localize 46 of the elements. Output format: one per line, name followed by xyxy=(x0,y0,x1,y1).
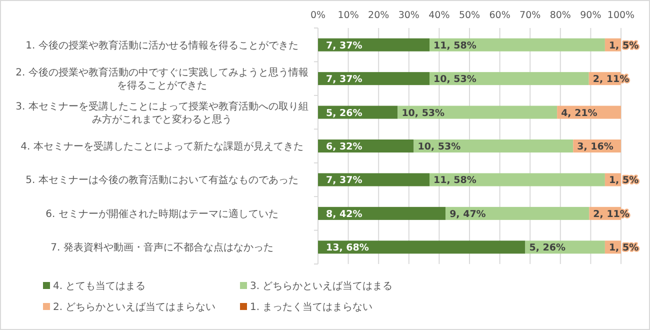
x-tick-label: 50% xyxy=(458,10,480,21)
x-tick-label: 0% xyxy=(310,10,326,21)
data-label: 10, 53% xyxy=(402,108,446,119)
bar xyxy=(318,72,430,86)
x-tick-label: 90% xyxy=(580,10,602,21)
data-label: 11, 58% xyxy=(434,40,477,52)
x-tick-label: 20% xyxy=(368,10,390,21)
data-label: 13, 68% xyxy=(326,242,370,254)
legend-label: 2. どちらかといえば当てはまらない xyxy=(53,301,216,313)
data-label: 11, 58% xyxy=(434,175,477,186)
bar xyxy=(318,206,446,220)
y-tick-label: 1. 今後の授業や教育活動に活かせる情報を得ることができた xyxy=(26,39,298,52)
x-tick-label: 10% xyxy=(338,10,359,21)
data-label: 5, 26% xyxy=(326,108,363,119)
data-label: 3, 16% xyxy=(577,142,614,152)
x-tick-label: 100% xyxy=(607,10,635,21)
x-tick-label: 40% xyxy=(428,10,450,21)
y-tick-label: 3. 本セミナーを受講したことによって授業や教育活動への取り組み方がこれまでと変わると思う xyxy=(16,100,308,126)
legend-label: 1. まったく当てはまらない xyxy=(250,301,373,313)
data-label: 5, 26% xyxy=(529,242,566,254)
x-tick-label: 60% xyxy=(489,10,510,21)
data-label: 7, 37% xyxy=(326,175,363,186)
x-tick-label: 70% xyxy=(520,10,541,21)
y-tick-label: 5. 本セミナーは今後の教育活動において有益なものであった xyxy=(26,174,298,186)
data-label: 9, 47% xyxy=(450,208,486,220)
x-tick-label: 80% xyxy=(550,10,571,21)
data-label: 6, 32% xyxy=(326,142,363,152)
bar xyxy=(318,240,526,254)
x-tick-label: 30% xyxy=(398,10,420,21)
data-label: 10, 53% xyxy=(418,142,462,152)
data-label: 4, 21% xyxy=(561,108,598,119)
data-label: 10, 53% xyxy=(434,74,477,86)
data-label: 1, 5% xyxy=(608,242,640,254)
legend-label: 4. とても当てはまる xyxy=(53,280,146,292)
data-label: 8, 42% xyxy=(326,208,363,220)
y-tick-label: 6. セミナーが開催された時期はテーマに適していた xyxy=(46,208,278,220)
data-label: 1, 5% xyxy=(608,175,640,186)
data-label: 7, 37% xyxy=(326,40,363,52)
data-label: 1, 5% xyxy=(608,40,640,52)
y-tick-label: 4. 本セミナーを受講したことによって新たな課題が見えてきた xyxy=(20,140,304,152)
y-tick-label: 7. 発表資料や動画・音声に不都合な点はなかった xyxy=(50,242,274,254)
legend-label: 3. どちらかといえば当てはまる xyxy=(250,280,393,292)
data-label: 7, 37% xyxy=(326,74,363,86)
bar xyxy=(318,173,430,186)
bar xyxy=(318,38,430,52)
y-tick-label: 2. 今後の授業や教育活動の中ですぐに実践してみようと思う情報を得ることができた xyxy=(16,66,308,92)
